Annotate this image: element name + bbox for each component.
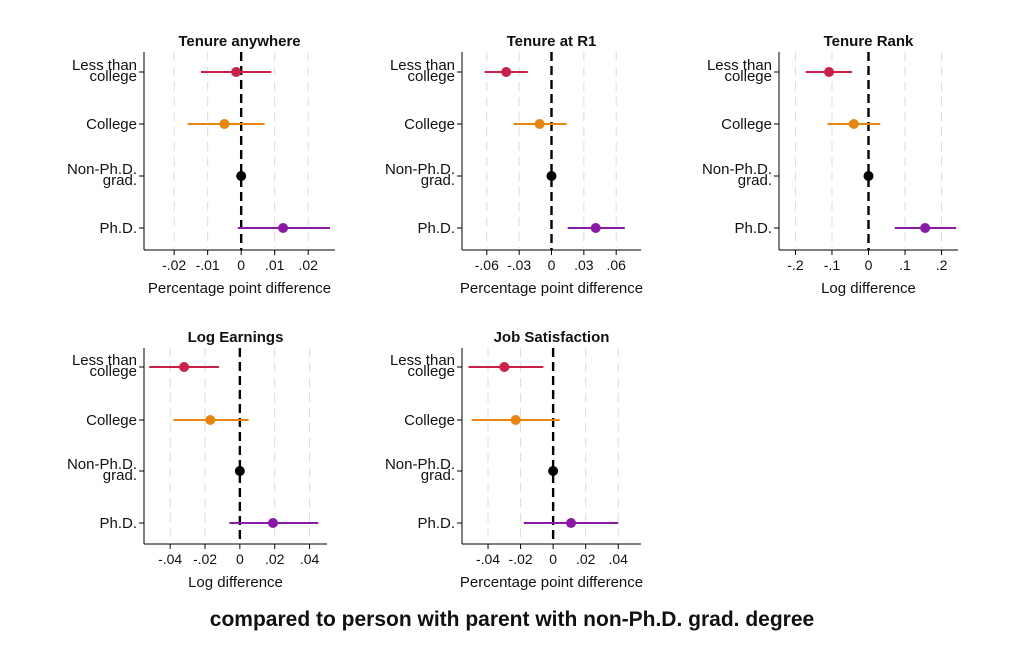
category-label: Ph.D. bbox=[417, 220, 455, 237]
point-estimate bbox=[278, 223, 289, 233]
x-tick-label: 0 bbox=[548, 257, 556, 273]
category-label: Non-Ph.D. bbox=[385, 161, 455, 178]
panel-title: Tenure Rank bbox=[824, 33, 914, 50]
point-estimate bbox=[548, 466, 559, 476]
x-tick-label: .1 bbox=[899, 257, 911, 273]
x-tick-label: -.2 bbox=[787, 257, 804, 273]
x-tick-label: -.04 bbox=[476, 551, 500, 567]
category-label: college bbox=[724, 68, 772, 85]
x-tick-label: .2 bbox=[936, 257, 948, 273]
x-axis-label: Percentage point difference bbox=[148, 280, 331, 297]
category-label: grad. bbox=[103, 172, 137, 189]
panel-title: Tenure at R1 bbox=[507, 33, 597, 50]
point-estimate bbox=[267, 518, 278, 528]
x-tick-label: -.02 bbox=[509, 551, 533, 567]
point-estimate bbox=[510, 415, 521, 425]
x-tick-label: .03 bbox=[574, 257, 594, 273]
point-estimate bbox=[501, 67, 512, 77]
panel-title: Tenure anywhere bbox=[178, 33, 300, 50]
point-estimate bbox=[219, 119, 230, 129]
x-tick-label: 0 bbox=[236, 551, 244, 567]
point-estimate bbox=[824, 67, 835, 77]
point-estimate bbox=[234, 466, 245, 476]
x-axis-label: Log difference bbox=[188, 574, 283, 591]
point-estimate bbox=[179, 362, 190, 372]
x-tick-label: 0 bbox=[237, 257, 245, 273]
category-label: grad. bbox=[421, 467, 455, 484]
point-estimate bbox=[236, 171, 247, 181]
x-axis-label: Log difference bbox=[821, 280, 916, 297]
x-tick-label: -.02 bbox=[162, 257, 186, 273]
panel-title: Job Satisfaction bbox=[494, 329, 610, 346]
x-tick-label: .04 bbox=[300, 551, 320, 567]
category-label: College bbox=[86, 412, 137, 429]
point-estimate bbox=[590, 223, 601, 233]
category-label: Less than bbox=[390, 57, 455, 74]
x-tick-label: .02 bbox=[576, 551, 596, 567]
category-label: Ph.D. bbox=[417, 515, 455, 532]
category-label: College bbox=[404, 412, 455, 429]
point-estimate bbox=[566, 518, 577, 528]
x-tick-label: .02 bbox=[298, 257, 318, 273]
x-axis-label: Percentage point difference bbox=[460, 280, 643, 297]
x-tick-label: .04 bbox=[608, 551, 628, 567]
x-tick-label: -.04 bbox=[158, 551, 182, 567]
category-label: college bbox=[89, 363, 137, 380]
x-tick-label: -.1 bbox=[824, 257, 841, 273]
point-estimate bbox=[546, 171, 557, 181]
x-tick-label: -.02 bbox=[193, 551, 217, 567]
category-label: Non-Ph.D. bbox=[702, 161, 772, 178]
category-label: college bbox=[407, 363, 455, 380]
point-estimate bbox=[499, 362, 510, 372]
x-tick-label: 0 bbox=[865, 257, 873, 273]
point-estimate bbox=[231, 67, 242, 77]
panel-title: Log Earnings bbox=[188, 329, 284, 346]
x-tick-label: .06 bbox=[606, 257, 626, 273]
category-label: grad. bbox=[103, 467, 137, 484]
category-label: Ph.D. bbox=[99, 220, 137, 237]
figure-caption: compared to person with parent with non-… bbox=[209, 608, 815, 631]
x-tick-label: -.03 bbox=[507, 257, 531, 273]
category-label: Ph.D. bbox=[99, 515, 137, 532]
category-label: Non-Ph.D. bbox=[67, 161, 137, 178]
point-estimate bbox=[534, 119, 545, 129]
category-label: College bbox=[404, 116, 455, 133]
x-tick-label: -.01 bbox=[196, 257, 220, 273]
category-label: grad. bbox=[738, 172, 772, 189]
category-label: Less than bbox=[707, 57, 772, 74]
category-label: Ph.D. bbox=[734, 220, 772, 237]
point-estimate bbox=[920, 223, 931, 233]
category-label: Less than bbox=[72, 57, 137, 74]
point-estimate bbox=[863, 171, 874, 181]
point-estimate bbox=[848, 119, 859, 129]
category-label: Less than bbox=[72, 352, 137, 369]
x-tick-label: .01 bbox=[265, 257, 285, 273]
category-label: Non-Ph.D. bbox=[385, 456, 455, 473]
x-tick-label: 0 bbox=[549, 551, 557, 567]
x-tick-label: .02 bbox=[265, 551, 285, 567]
category-label: College bbox=[86, 116, 137, 133]
category-label: College bbox=[721, 116, 772, 133]
x-axis-label: Percentage point difference bbox=[460, 574, 643, 591]
x-tick-label: -.06 bbox=[475, 257, 499, 273]
point-estimate bbox=[205, 415, 216, 425]
category-label: college bbox=[89, 68, 137, 85]
category-label: college bbox=[407, 68, 455, 85]
category-label: Less than bbox=[390, 352, 455, 369]
category-label: Non-Ph.D. bbox=[67, 456, 137, 473]
category-label: grad. bbox=[421, 172, 455, 189]
